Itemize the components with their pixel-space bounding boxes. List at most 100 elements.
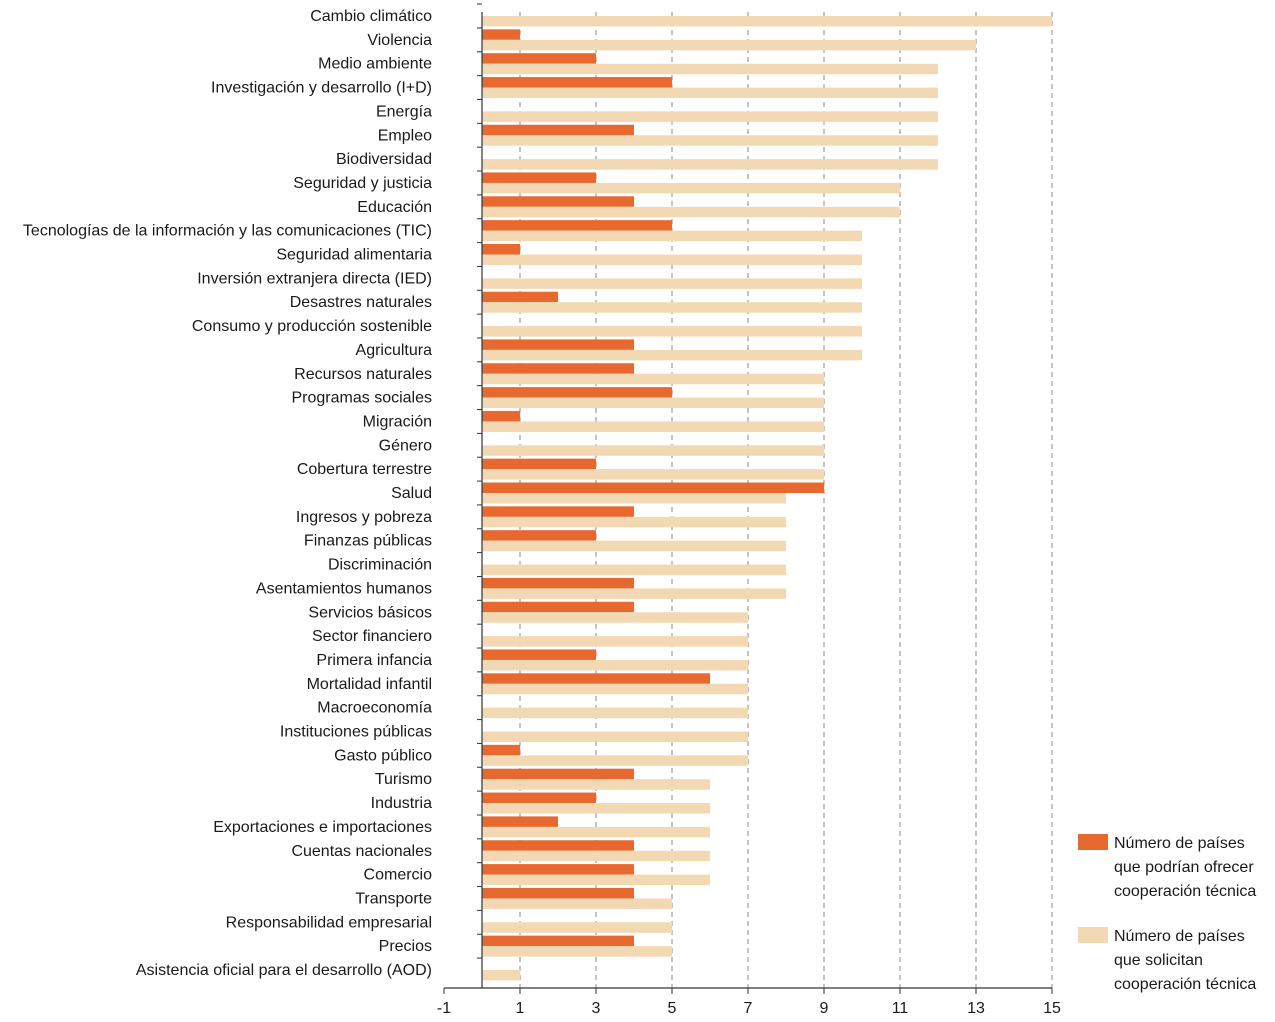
category-label: Consumo y producción sostenible — [192, 318, 432, 335]
category-label: Ingresos y pobreza — [296, 509, 432, 526]
bar-offer — [482, 124, 634, 136]
x-tick-label: 15 — [1043, 1000, 1061, 1017]
bar-request — [482, 326, 862, 337]
x-tick-label: 5 — [668, 1000, 677, 1017]
bar-offer — [482, 816, 558, 827]
category-label: Género — [379, 437, 432, 454]
bar-request — [482, 469, 824, 480]
category-label: Turismo — [375, 771, 432, 788]
bar-offer — [482, 887, 634, 899]
legend-label: Número de países — [1114, 928, 1245, 945]
category-label: Investigación y desarrollo (I+D) — [211, 80, 432, 97]
bar-offer — [482, 77, 672, 88]
bar-request — [482, 493, 786, 504]
bar-request — [482, 874, 710, 886]
category-label: Discriminación — [328, 557, 432, 574]
category-label: Industria — [371, 795, 432, 812]
bar-offer — [482, 29, 520, 40]
x-tick-label: 1 — [516, 1000, 525, 1017]
bar-request — [482, 16, 1052, 27]
category-label: Inversión extranjera directa (IED) — [197, 270, 432, 287]
category-label: Cuentas nacionales — [291, 843, 432, 860]
legend-label: que podrían ofrecer — [1114, 859, 1254, 876]
bar-offer — [482, 768, 634, 780]
bar-request — [482, 540, 786, 552]
bar-request — [482, 278, 862, 289]
bar-request — [482, 564, 786, 576]
category-label: Medio ambiente — [318, 56, 432, 73]
category-label: Energía — [376, 103, 432, 120]
category-label: Precios — [379, 938, 432, 955]
bar-offer — [482, 172, 596, 183]
bar-request — [482, 731, 748, 742]
category-label: Agricultura — [356, 342, 433, 359]
legend-swatch — [1078, 927, 1108, 943]
axes — [443, 3, 1053, 994]
bar-request — [482, 922, 672, 933]
category-label: Macroeconomía — [317, 700, 432, 717]
category-label: Responsabilidad empresarial — [226, 914, 432, 931]
bar-offer — [482, 339, 634, 350]
bar-request — [482, 659, 748, 671]
bar-request — [482, 135, 938, 146]
category-label: Comercio — [364, 867, 433, 884]
bar-offer — [482, 673, 710, 684]
x-tick-label: -1 — [437, 1000, 451, 1017]
bar-request — [482, 588, 786, 599]
x-tick-label: 11 — [892, 1000, 909, 1017]
bar-request — [482, 898, 672, 909]
bar-offer — [482, 291, 558, 303]
bar-request — [482, 445, 824, 456]
bar-offer — [482, 482, 824, 493]
bar-offer — [482, 649, 596, 660]
tick-labels: -1 1 3 5 7 9 11 13 15 — [437, 1000, 1061, 1017]
category-label: Transporte — [355, 890, 432, 907]
category-label: Sector financiero — [312, 628, 432, 645]
bar-request — [482, 111, 938, 122]
category-label: Seguridad y justicia — [293, 175, 432, 192]
bar-offer — [482, 363, 634, 374]
legend: Número de países que podrían ofrecer coope… — [1078, 834, 1256, 993]
bar-offer — [482, 410, 520, 422]
bar-request — [482, 421, 824, 432]
category-label: Biodiversidad — [336, 151, 432, 168]
bar-request — [482, 636, 748, 647]
category-label: Desastres naturales — [290, 294, 432, 311]
bar-request — [482, 182, 900, 194]
category-label: Gasto público — [334, 747, 432, 764]
bar-offer — [482, 935, 634, 947]
legend-label: cooperación técnica — [1114, 976, 1256, 993]
category-label: Programas sociales — [292, 390, 433, 407]
legend-label: que solicitan — [1114, 952, 1203, 969]
category-label: Exportaciones e importaciones — [213, 819, 432, 836]
category-label: Tecnologías de la información y las comu… — [23, 223, 432, 240]
bar-offer — [482, 458, 596, 470]
x-tick-label: 7 — [744, 1000, 753, 1017]
bars — [482, 16, 1052, 981]
category-label: Primera infancia — [316, 652, 432, 669]
category-label: Seguridad alimentaria — [276, 247, 432, 264]
x-tick-label: 3 — [592, 1000, 601, 1017]
category-label: Instituciones públicas — [280, 724, 432, 741]
bar-request — [482, 779, 710, 790]
bar-request — [482, 254, 862, 265]
legend-label: cooperación técnica — [1114, 883, 1256, 900]
category-label: Recursos naturales — [294, 366, 432, 383]
bar-request — [482, 302, 862, 313]
category-label: Educación — [357, 199, 432, 216]
bar-request — [482, 397, 824, 409]
bar-request — [482, 612, 748, 623]
bar-request — [482, 683, 748, 695]
bar-request — [482, 159, 938, 170]
bar-offer — [482, 840, 634, 851]
bar-request — [482, 707, 748, 719]
category-label: Cobertura terrestre — [297, 461, 432, 478]
category-label: Salud — [391, 485, 432, 502]
bar-request — [482, 206, 900, 218]
x-tick-label: 13 — [967, 1000, 985, 1017]
category-label: Violencia — [367, 32, 432, 49]
bar-request — [482, 87, 938, 99]
bar-request — [482, 850, 710, 862]
bar-offer — [482, 744, 520, 756]
category-label: Servicios básicos — [308, 604, 432, 621]
